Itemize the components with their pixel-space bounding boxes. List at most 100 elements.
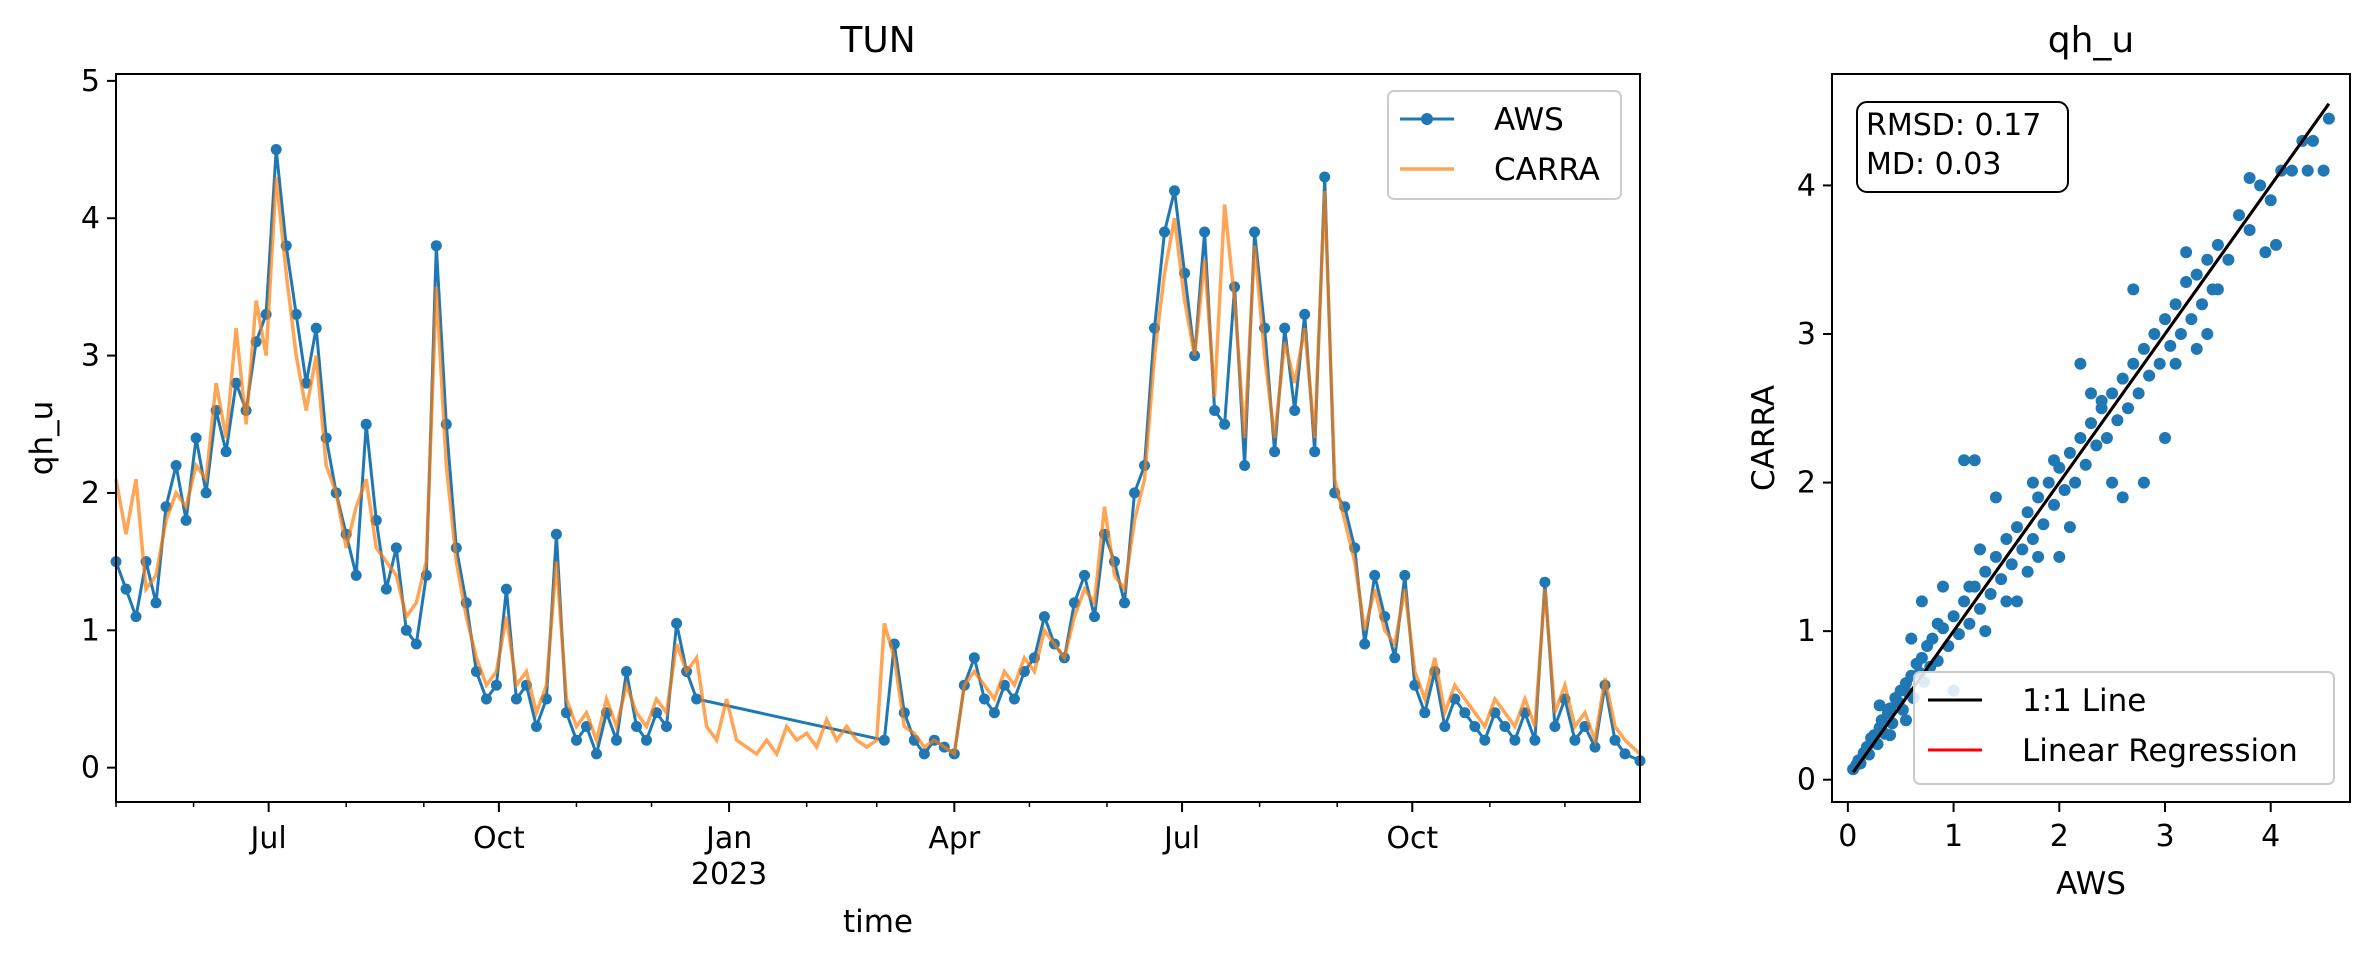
scatter-point — [2307, 134, 2319, 147]
aws-point — [988, 707, 1000, 719]
scatter-point — [1931, 617, 1944, 630]
scatter-point — [2005, 558, 2018, 571]
one-to-one-line — [1851, 102, 2331, 774]
scatter-point — [2270, 238, 2282, 251]
scatter-point — [1900, 714, 1912, 727]
scatter-point — [2069, 476, 2082, 489]
scatter-point — [2159, 432, 2171, 444]
y-tick-label: 4 — [1797, 168, 1816, 203]
aws-point — [1309, 446, 1321, 458]
aws-point — [1129, 487, 1140, 499]
aws-point — [190, 432, 202, 444]
timeseries-plot-area — [110, 144, 1646, 767]
x-tick-label: Oct — [1386, 821, 1438, 856]
scatter-point — [2016, 543, 2029, 556]
scatter-point — [2180, 276, 2193, 288]
y-tick-label: 5 — [81, 64, 100, 99]
scatter-point — [1958, 454, 1971, 467]
aws-point — [390, 542, 402, 554]
aws-point — [1079, 569, 1090, 581]
x-tick-label: Jan — [704, 821, 752, 856]
aws-point — [530, 721, 542, 732]
scatter-point — [2233, 209, 2245, 222]
aws-point — [170, 460, 182, 471]
scatter-point — [2048, 454, 2060, 467]
aws-point — [180, 514, 192, 526]
scatter-point — [2132, 387, 2145, 400]
scatter-point — [2095, 394, 2108, 407]
aws-point — [220, 446, 232, 458]
aws-point — [671, 617, 683, 629]
scatter-point — [2174, 328, 2187, 340]
scatter-panel: qh_u 0 1 2 3 4 0 1 2 3 4 AWS CARRA RMSD: 0.17 MD… — [1746, 20, 2351, 902]
aws-point — [350, 569, 362, 581]
scatter-point — [1915, 595, 1928, 608]
legend-aws-marker — [1421, 113, 1433, 125]
aws-point — [1169, 185, 1180, 197]
scatter-point — [2106, 387, 2119, 400]
y-tick-label: 4 — [81, 201, 100, 236]
scatter-point — [2185, 313, 2198, 326]
scatter-point — [2063, 446, 2076, 459]
aws-point — [1219, 418, 1231, 430]
aws-point — [1279, 322, 1291, 334]
scatter-point — [2074, 432, 2087, 444]
aws-point — [1008, 693, 1020, 705]
scatter-point — [2201, 253, 2214, 266]
y-tick-label: 2 — [81, 476, 100, 511]
scatter-point — [2021, 565, 2034, 578]
scatter-point — [2137, 476, 2150, 489]
scatter-plot-area — [1847, 102, 2335, 776]
x-tick-year-label: 2023 — [691, 857, 767, 892]
legend-aws-label: AWS — [1494, 102, 1564, 138]
y-tick-label: 3 — [81, 339, 100, 374]
aws-point — [968, 652, 980, 664]
y-tick-label: 1 — [81, 613, 100, 648]
aws-point — [1499, 721, 1511, 732]
scatter-point — [2211, 283, 2224, 296]
x-tick-label: 1 — [1944, 819, 1963, 854]
scatter-point — [2026, 533, 2039, 545]
aws-point — [1589, 741, 1601, 753]
scatter-point — [2111, 414, 2124, 427]
scatter-point — [2169, 357, 2182, 370]
aws-point — [480, 693, 492, 705]
scatter-axes-frame — [1831, 73, 2351, 803]
scatter-point — [2211, 238, 2224, 251]
scatter-x-label: AWS — [2056, 866, 2126, 902]
scatter-point — [1915, 651, 1928, 664]
x-tick-label: 3 — [2155, 819, 2174, 854]
scatter-point — [2026, 476, 2039, 489]
scatter-point — [1974, 543, 1986, 556]
aws-point — [380, 583, 392, 595]
timeseries-title: TUN — [839, 20, 915, 61]
aws-point — [130, 611, 142, 623]
scatter-point — [1863, 748, 1875, 761]
aws-point — [661, 721, 672, 732]
scatter-x-ticks: 0 1 2 3 4 — [1838, 802, 2280, 854]
aws-point — [1359, 638, 1371, 650]
aws-point — [1159, 226, 1170, 238]
aws-point — [1439, 721, 1451, 732]
aws-point — [1569, 734, 1581, 746]
scatter-point — [2079, 458, 2092, 471]
aws-point — [1509, 734, 1521, 746]
scatter-point — [2085, 387, 2097, 400]
stats-box-frame — [1856, 101, 2069, 193]
aws-point — [1619, 748, 1631, 760]
aws-point — [1249, 226, 1261, 238]
scatter-point — [2243, 224, 2256, 236]
scatter-point — [2317, 164, 2330, 177]
timeseries-y-label: qh_u — [24, 401, 60, 475]
y-tick-label: 3 — [1797, 317, 1816, 352]
x-tick-label: 4 — [2261, 819, 2280, 854]
timeseries-axes-frame — [115, 73, 1641, 803]
scatter-point — [2264, 194, 2277, 207]
scatter-point — [2037, 518, 2050, 531]
scatter-point — [2032, 491, 2045, 504]
y-tick-label: 2 — [1797, 466, 1816, 501]
y-tick-label: 1 — [1797, 614, 1816, 649]
scatter-point — [2090, 439, 2103, 452]
